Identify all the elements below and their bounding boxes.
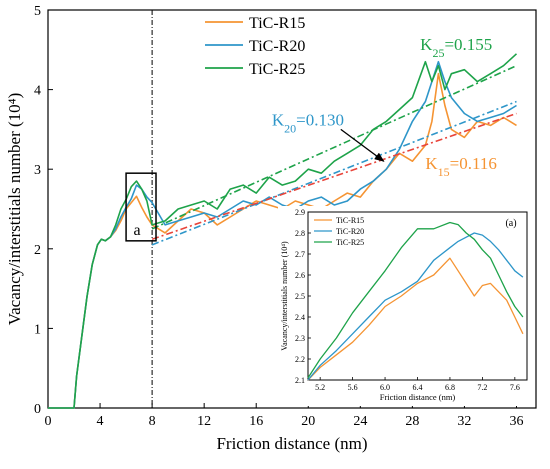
- inset-y-tick-label: 2.6: [295, 271, 305, 280]
- y-tick-label: 5: [34, 4, 41, 19]
- x-axis-label: Friction distance (nm): [216, 434, 367, 453]
- zoom-box: [125, 172, 157, 242]
- y-axis-label: Vacancy/interstitials number (10⁴): [5, 93, 24, 326]
- inset-y-tick-label: 2.2: [295, 355, 305, 364]
- inset-x-tick-label: 5.2: [315, 383, 325, 392]
- inset-x-tick-label: 6.0: [380, 383, 390, 392]
- inset-y-tick-label: 2.7: [295, 250, 305, 259]
- y-tick-label: 4: [34, 84, 41, 99]
- inset-x-tick-label: 7.2: [477, 383, 487, 392]
- x-tick-label: 36: [509, 414, 523, 429]
- inset-x-tick-label: 7.6: [510, 383, 520, 392]
- slope-annotation-1: K20=0.130: [272, 110, 344, 135]
- inset-frame: [307, 211, 528, 381]
- fit-line-1: [151, 100, 517, 246]
- x-tick-label: 24: [353, 414, 367, 429]
- x-tick-label: 32: [457, 414, 471, 429]
- inset-y-tick-label: 2.9: [295, 208, 305, 217]
- inset-y-tick-label: 2.5: [295, 292, 305, 301]
- x-tick-label: 20: [301, 414, 315, 429]
- y-tick-label: 0: [34, 402, 41, 417]
- inset-y-tick-label: 2.8: [295, 229, 305, 238]
- inset-x-tick-label: 6.8: [445, 383, 455, 392]
- x-tick-label: 8: [149, 414, 156, 429]
- fit-line-0: [151, 64, 517, 230]
- x-tick-label: 0: [45, 414, 52, 429]
- inset-y-tick-label: 2.1: [295, 376, 305, 385]
- inset-panel-label: (a): [505, 218, 516, 229]
- inset-series-line-0: [307, 257, 524, 381]
- inset-legend-label-2: TiC-R25: [336, 238, 364, 247]
- legend-label-2: TiC-R25: [249, 61, 305, 78]
- fit-line-2: [151, 112, 517, 241]
- legend-label-1: TiC-R20: [249, 38, 305, 55]
- annotation-arrow: [340, 128, 385, 162]
- inset-series-line-2: [307, 221, 524, 379]
- inset-y-tick-label: 2.3: [295, 334, 305, 343]
- inset-x-tick-label: 6.4: [413, 383, 423, 392]
- inset-y-tick-label: 2.4: [295, 313, 305, 322]
- inset-series-line-1: [307, 232, 524, 381]
- slope-annotation-2: K15=0.116: [425, 154, 497, 179]
- inset-x-tick-label: 5.6: [348, 383, 358, 392]
- inset-legend-label-0: TiC-R15: [336, 216, 364, 225]
- x-tick-label: 12: [197, 414, 211, 429]
- legend-label-0: TiC-R15: [249, 15, 305, 32]
- inset-x-axis-label: Friction distance (nm): [380, 392, 456, 402]
- x-tick-label: 28: [405, 414, 419, 429]
- inset-legend-label-1: TiC-R20: [336, 227, 364, 236]
- y-tick-label: 3: [34, 163, 41, 178]
- plot-frame: [47, 9, 537, 409]
- inset-y-axis-label: Vacancy/interstitials number (10⁴): [280, 241, 289, 351]
- y-tick-label: 2: [34, 243, 41, 258]
- x-tick-label: 4: [97, 414, 104, 429]
- slope-annotation-0: K25=0.155: [420, 35, 492, 60]
- y-tick-label: 1: [34, 322, 41, 337]
- x-tick-label: 16: [249, 414, 263, 429]
- zoom-box-label: a: [133, 222, 140, 239]
- series-line-2: [48, 53, 518, 409]
